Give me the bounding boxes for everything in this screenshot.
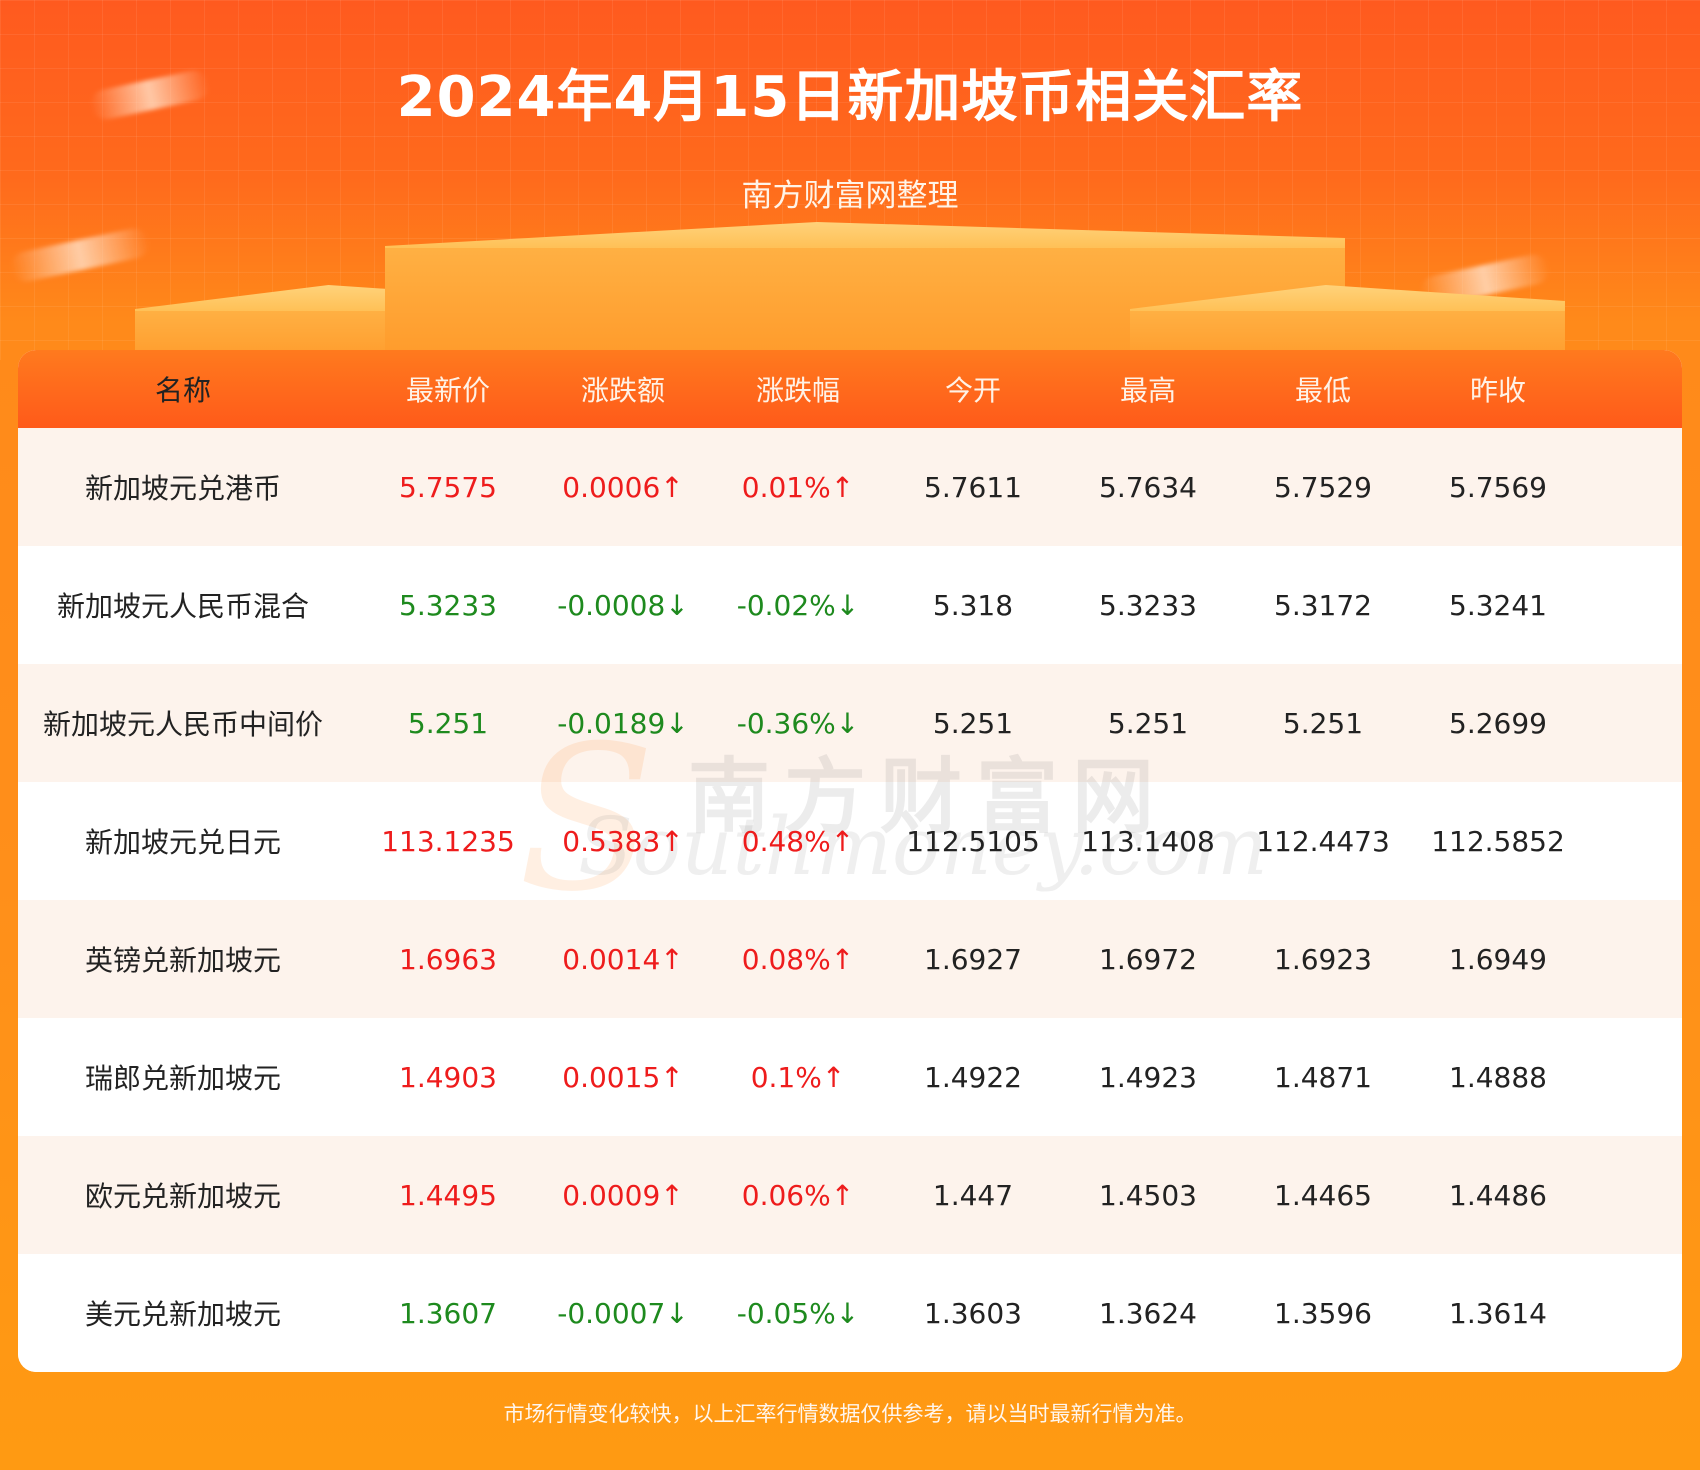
cell-change: -0.0008↓ (557, 588, 689, 622)
cell-pct: -0.02%↓ (736, 588, 860, 622)
cell-open: 1.3603 (924, 1296, 1022, 1330)
cell-high: 5.3233 (1099, 588, 1197, 622)
col-header-change: 涨跌额 (580, 374, 665, 407)
cell-high: 1.4923 (1099, 1060, 1197, 1094)
cell-latest: 1.3607 (399, 1296, 497, 1330)
cell-high: 5.251 (1107, 706, 1189, 740)
table-row: 新加坡元兑日元 113.1235 0.5383↑ 0.48%↑ 112.5105… (18, 782, 1682, 900)
cell-change: -0.0189↓ (557, 706, 689, 740)
cell-low: 1.4465 (1274, 1178, 1372, 1212)
col-header-high: 最高 (1119, 374, 1176, 407)
cell-high: 5.7634 (1099, 470, 1197, 504)
cell-open: 5.251 (932, 706, 1014, 740)
cell-latest: 1.4903 (399, 1060, 497, 1094)
cell-prev: 5.3241 (1449, 588, 1547, 622)
cell-name: 新加坡元兑日元 (84, 826, 281, 859)
cell-low: 5.3172 (1274, 588, 1372, 622)
cell-latest: 1.6963 (399, 942, 497, 976)
col-header-open: 今开 (944, 374, 1001, 407)
cell-pct: -0.36%↓ (736, 706, 860, 740)
cell-open: 5.7611 (924, 470, 1022, 504)
cell-low: 1.3596 (1274, 1296, 1372, 1330)
cell-latest: 5.7575 (399, 470, 497, 504)
cell-prev: 1.4888 (1449, 1060, 1547, 1094)
cell-low: 5.7529 (1274, 470, 1372, 504)
cell-open: 1.447 (932, 1178, 1014, 1212)
cell-prev: 5.2699 (1449, 706, 1547, 740)
table-row: 欧元兑新加坡元 1.4495 0.0009↑ 0.06%↑ 1.447 1.45… (18, 1136, 1682, 1254)
table-row: 新加坡元人民币混合 5.3233 -0.0008↓ -0.02%↓ 5.318 … (18, 546, 1682, 664)
cell-name: 美元兑新加坡元 (84, 1298, 281, 1331)
cell-name: 英镑兑新加坡元 (84, 944, 281, 977)
cell-low: 5.251 (1282, 706, 1364, 740)
table-header: 名称 最新价 涨跌额 涨跌幅 今开 最高 最低 昨收 (18, 350, 1682, 428)
table-row: 新加坡元兑港币 5.7575 0.0006↑ 0.01%↑ 5.7611 5.7… (18, 428, 1682, 546)
cell-prev: 112.5852 (1431, 824, 1565, 858)
cell-pct: -0.05%↓ (736, 1296, 860, 1330)
cell-name: 欧元兑新加坡元 (84, 1180, 281, 1213)
cell-prev: 1.6949 (1449, 942, 1547, 976)
cell-low: 112.4473 (1256, 824, 1390, 858)
cell-latest: 1.4495 (399, 1178, 497, 1212)
disclaimer-note: 市场行情变化较快，以上汇率行情数据仅供参考，请以当时最新行情为准。 (503, 1402, 1197, 1426)
col-header-name: 名称 (154, 374, 211, 407)
cell-high: 1.4503 (1099, 1178, 1197, 1212)
cell-open: 1.4922 (924, 1060, 1022, 1094)
cell-latest: 5.251 (407, 706, 489, 740)
cell-change: 0.5383↑ (562, 824, 684, 858)
cell-open: 1.6927 (924, 942, 1022, 976)
table-row: 英镑兑新加坡元 1.6963 0.0014↑ 0.08%↑ 1.6927 1.6… (18, 900, 1682, 1018)
cell-pct: 0.06%↑ (741, 1178, 855, 1212)
table-row: 新加坡元人民币中间价 5.251 -0.0189↓ -0.36%↓ 5.251 … (18, 664, 1682, 782)
col-header-pct: 涨跌幅 (755, 374, 840, 407)
cell-high: 1.6972 (1099, 942, 1197, 976)
cell-low: 1.4871 (1274, 1060, 1372, 1094)
cell-high: 1.3624 (1099, 1296, 1197, 1330)
cell-low: 1.6923 (1274, 942, 1372, 976)
col-header-low: 最低 (1294, 374, 1351, 407)
cell-prev: 5.7569 (1449, 470, 1547, 504)
cell-change: 0.0009↑ (562, 1178, 684, 1212)
table-row: 瑞郎兑新加坡元 1.4903 0.0015↑ 0.1%↑ 1.4922 1.49… (18, 1018, 1682, 1136)
cell-open: 112.5105 (906, 824, 1040, 858)
cell-change: -0.0007↓ (557, 1296, 689, 1330)
cell-pct: 0.1%↑ (750, 1060, 846, 1094)
cell-name: 新加坡元人民币中间价 (42, 708, 323, 741)
col-header-prev: 昨收 (1469, 374, 1526, 407)
cell-latest: 113.1235 (381, 824, 515, 858)
page-subtitle: 南方财富网整理 (741, 178, 959, 214)
cell-change: 0.0015↑ (562, 1060, 684, 1094)
cell-change: 0.0006↑ (562, 470, 684, 504)
cell-pct: 0.48%↑ (741, 824, 855, 858)
table-row: 美元兑新加坡元 1.3607 -0.0007↓ -0.05%↓ 1.3603 1… (18, 1254, 1682, 1372)
cell-name: 瑞郎兑新加坡元 (84, 1062, 281, 1095)
cell-latest: 5.3233 (399, 588, 497, 622)
col-header-latest: 最新价 (405, 374, 490, 407)
cell-prev: 1.4486 (1449, 1178, 1547, 1212)
cell-prev: 1.3614 (1449, 1296, 1547, 1330)
cell-change: 0.0014↑ (562, 942, 684, 976)
cell-name: 新加坡元兑港币 (84, 472, 281, 505)
cell-pct: 0.08%↑ (741, 942, 855, 976)
cell-open: 5.318 (932, 588, 1014, 622)
rate-table: 名称 最新价 涨跌额 涨跌幅 今开 最高 最低 昨收 新加坡元兑港币 5.757… (18, 350, 1682, 1372)
cell-name: 新加坡元人民币混合 (56, 590, 309, 623)
page-title: 2024年4月15日新加坡币相关汇率 (396, 65, 1304, 130)
cell-high: 113.1408 (1081, 824, 1215, 858)
cell-pct: 0.01%↑ (741, 470, 855, 504)
